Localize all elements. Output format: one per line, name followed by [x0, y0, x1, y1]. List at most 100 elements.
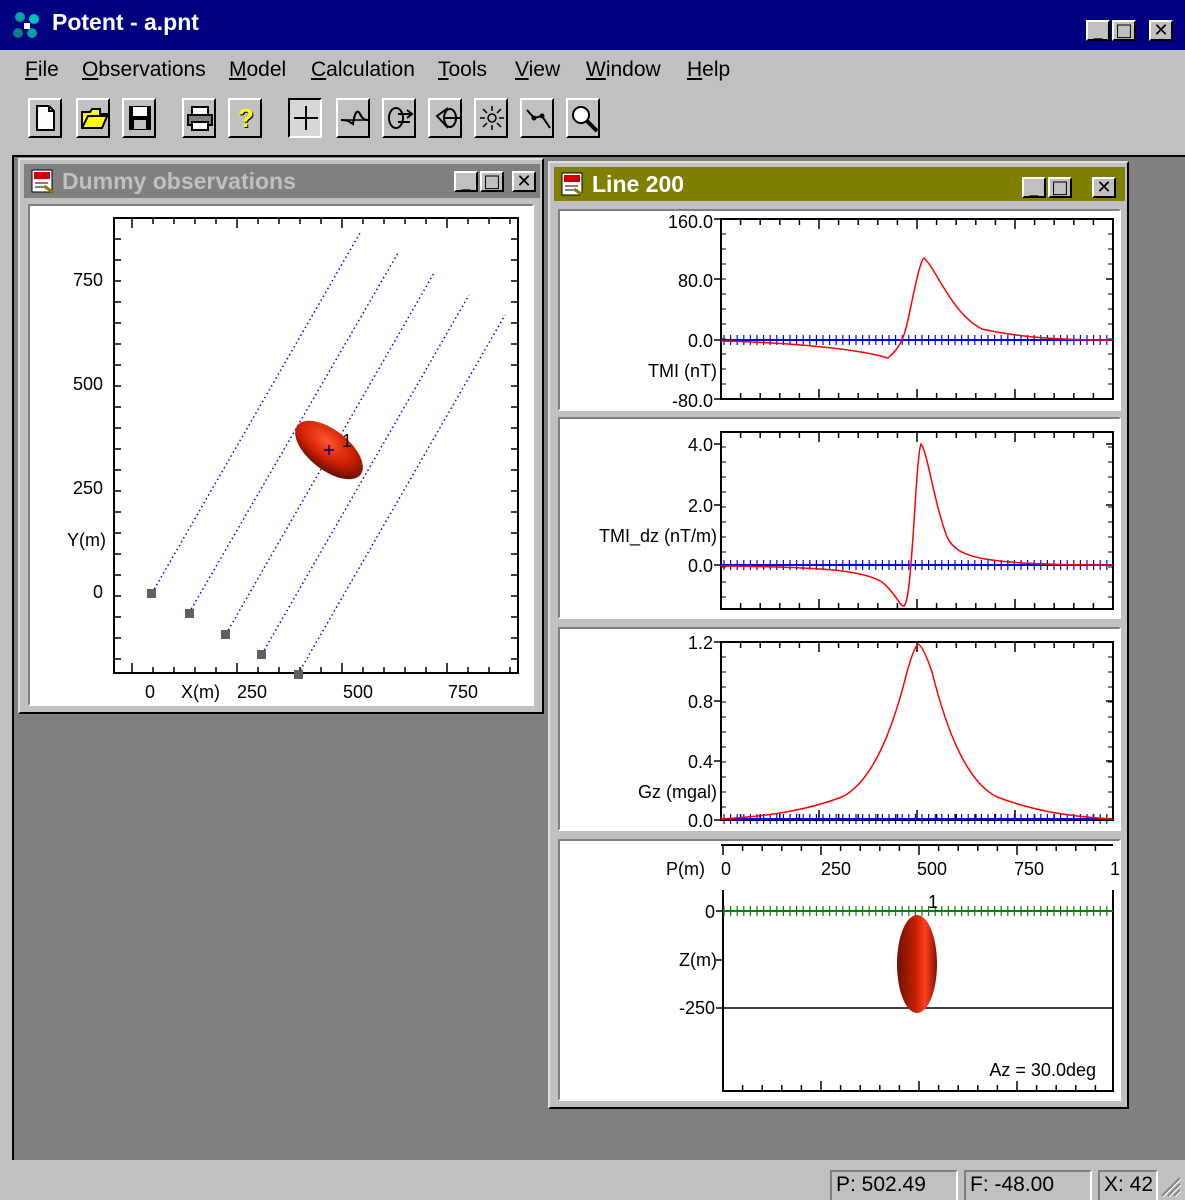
tmi-ytick-160: 160.0 — [668, 212, 713, 232]
line-start-marker[interactable] — [221, 630, 230, 639]
plan-ticks — [114, 218, 518, 673]
section-xtick-0: 0 — [721, 859, 731, 879]
menu-bar: File Observations Model Calculation Tool… — [0, 52, 1185, 90]
app-title: Potent - a.pnt — [52, 9, 199, 35]
gz-plot: 1.2 0.8 0.4 Gz (mgal) 0.0 — [638, 633, 1114, 831]
plan-window-title: Dummy observations — [62, 168, 296, 194]
print-button[interactable] — [182, 98, 216, 138]
tmi-dz-ytick-2: 2.0 — [688, 496, 713, 516]
menu-file[interactable]: File — [25, 58, 59, 81]
new-button[interactable] — [28, 98, 62, 138]
tmi-dz-ytick-0: 0.0 — [688, 556, 713, 576]
plan-ytick-0: 0 — [93, 582, 103, 602]
plan-xtick-250: 250 — [237, 682, 267, 702]
close-button[interactable]: ✕ — [1149, 20, 1173, 41]
plan-view-window[interactable]: Dummy observations _ □ ✕ 1 0 X(m) 250 — [18, 158, 544, 714]
section-xtick-750: 750 — [1014, 859, 1044, 879]
tmi-panel[interactable]: 160.0 80.0 0.0 TMI (nT) -80.0 — [558, 209, 1121, 411]
tmi-dz-panel[interactable]: 4.0 2.0 TMI_dz (nT/m) 0.0 — [558, 417, 1121, 619]
menu-tools[interactable]: Tools — [438, 58, 488, 81]
menu-observations[interactable]: Observations — [82, 58, 206, 81]
resize-grip-icon[interactable] — [1160, 1176, 1182, 1198]
section-xaxis-label: P(m) — [666, 859, 705, 879]
zoom-icon — [572, 106, 599, 132]
profile-tool[interactable] — [336, 98, 370, 138]
sun-tool[interactable] — [474, 98, 508, 138]
open-button[interactable] — [76, 98, 110, 138]
plan-body-label: 1 — [342, 431, 352, 451]
export-tool[interactable] — [382, 98, 416, 138]
path-tool[interactable] — [520, 98, 554, 138]
menu-calculation[interactable]: Calculation — [311, 58, 415, 81]
gz-curve — [720, 643, 1114, 820]
body-center-marker — [324, 445, 334, 455]
plan-maximize-button[interactable]: □ — [480, 171, 504, 192]
line-window-titlebar: Line 200 _ □ ✕ — [554, 167, 1125, 201]
menu-window[interactable]: Window — [586, 58, 661, 81]
status-x: X: 42 — [1098, 1170, 1158, 1200]
tmi-curve — [720, 257, 1114, 359]
gz-ytick-0.4: 0.4 — [688, 752, 713, 772]
save-button[interactable] — [122, 98, 156, 138]
section-plot: P(m) 0 250 500 750 1 0 Z(m) -250 1 Az = … — [666, 844, 1120, 1092]
status-bar: P: 502.49 F: -48.00 X: 42 — [0, 1162, 1185, 1200]
toolbar: ?? — [0, 92, 1185, 150]
section-body-label: 1 — [928, 892, 938, 912]
line-minimize-button[interactable]: _ — [1022, 177, 1046, 198]
zoom-tool[interactable] — [566, 98, 600, 138]
plan-minimize-button[interactable]: _ — [454, 171, 478, 192]
plan-frame — [113, 217, 519, 674]
section-xtick-1000: 1 — [1110, 859, 1119, 879]
rotate-icon — [435, 107, 460, 129]
profile-icon — [340, 110, 369, 126]
help-button[interactable]: ?? — [228, 98, 262, 138]
line-profile-window[interactable]: Line 200 _ □ ✕ 160.0 80.0 0.0 TMI (nT) -… — [548, 161, 1129, 1109]
line-start-marker[interactable] — [257, 650, 266, 659]
app-icon[interactable] — [10, 9, 46, 41]
plan-xtick-500: 500 — [343, 682, 373, 702]
azimuth-label: Az = 30.0deg — [989, 1060, 1096, 1080]
print-icon — [187, 106, 213, 131]
plan-ytick-250: 250 — [73, 478, 103, 498]
svg-text:?: ? — [238, 104, 254, 133]
gz-panel[interactable]: 1.2 0.8 0.4 Gz (mgal) 0.0 — [558, 627, 1121, 831]
crosshair-tool[interactable] — [288, 98, 322, 138]
section-ytick-minus250: -250 — [679, 998, 715, 1018]
line-maximize-button[interactable]: □ — [1048, 177, 1072, 198]
tmi-dz-axis-label: TMI_dz (nT/m) — [599, 526, 717, 547]
menu-view[interactable]: View — [515, 58, 561, 81]
section-body[interactable] — [897, 915, 937, 1013]
gz-axis-label: Gz (mgal) — [638, 782, 717, 802]
plan-ytick-750: 750 — [73, 270, 103, 290]
help-icon: ?? — [238, 104, 255, 134]
plan-yaxis-label: Y(m) — [67, 530, 106, 550]
export-icon — [388, 107, 414, 129]
status-position: P: 502.49 — [830, 1170, 958, 1200]
plan-map-panel[interactable]: 1 0 X(m) 250 500 750 750 500 250 Y(m) 0 — [28, 204, 534, 706]
section-yaxis-label: Z(m) — [679, 950, 717, 970]
plan-xtick-750: 750 — [448, 682, 478, 702]
menu-help[interactable]: Help — [687, 58, 731, 81]
menu-model[interactable]: Model — [229, 58, 287, 81]
line-start-marker[interactable] — [147, 589, 156, 598]
gz-ytick-0: 0.0 — [688, 811, 713, 829]
section-ytick-0: 0 — [705, 902, 715, 922]
title-bar: Potent - a.pnt _ □ ✕ — [0, 0, 1185, 50]
maximize-button[interactable]: □ — [1112, 20, 1136, 41]
line-start-marker[interactable] — [185, 609, 194, 618]
gz-ytick-1.2: 1.2 — [688, 633, 713, 653]
path-icon — [526, 109, 551, 129]
plan-map: 1 0 X(m) 250 500 750 750 500 250 Y(m) 0 — [67, 217, 519, 702]
tmi-plot: 160.0 80.0 0.0 TMI (nT) -80.0 — [648, 212, 1114, 411]
section-top-ticks — [722, 845, 1097, 855]
open-icon — [81, 108, 110, 129]
plan-close-button[interactable]: ✕ — [512, 171, 536, 192]
line-start-marker[interactable] — [294, 670, 303, 679]
section-xtick-250: 250 — [821, 859, 851, 879]
tmi-ytick-80: 80.0 — [678, 271, 713, 291]
minimize-button[interactable]: _ — [1086, 20, 1110, 41]
rotate-tool[interactable] — [428, 98, 462, 138]
section-panel[interactable]: P(m) 0 250 500 750 1 0 Z(m) -250 1 Az = … — [558, 839, 1121, 1101]
line-close-button[interactable]: ✕ — [1092, 177, 1116, 198]
tmi-ytick-minus80: -80.0 — [672, 391, 713, 409]
